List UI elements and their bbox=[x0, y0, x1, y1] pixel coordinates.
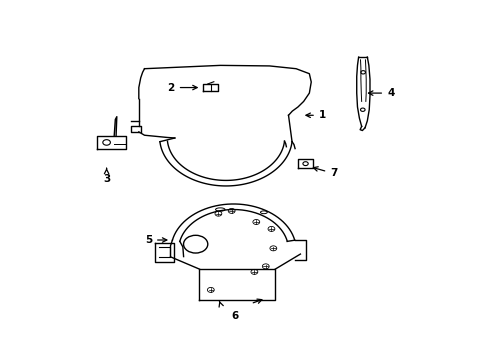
Text: 7: 7 bbox=[313, 167, 337, 179]
Text: 1: 1 bbox=[305, 110, 325, 120]
Text: 3: 3 bbox=[103, 168, 110, 184]
Text: 2: 2 bbox=[167, 82, 197, 93]
Text: 4: 4 bbox=[368, 88, 394, 98]
Text: 6: 6 bbox=[231, 311, 239, 321]
Text: 5: 5 bbox=[144, 235, 166, 245]
